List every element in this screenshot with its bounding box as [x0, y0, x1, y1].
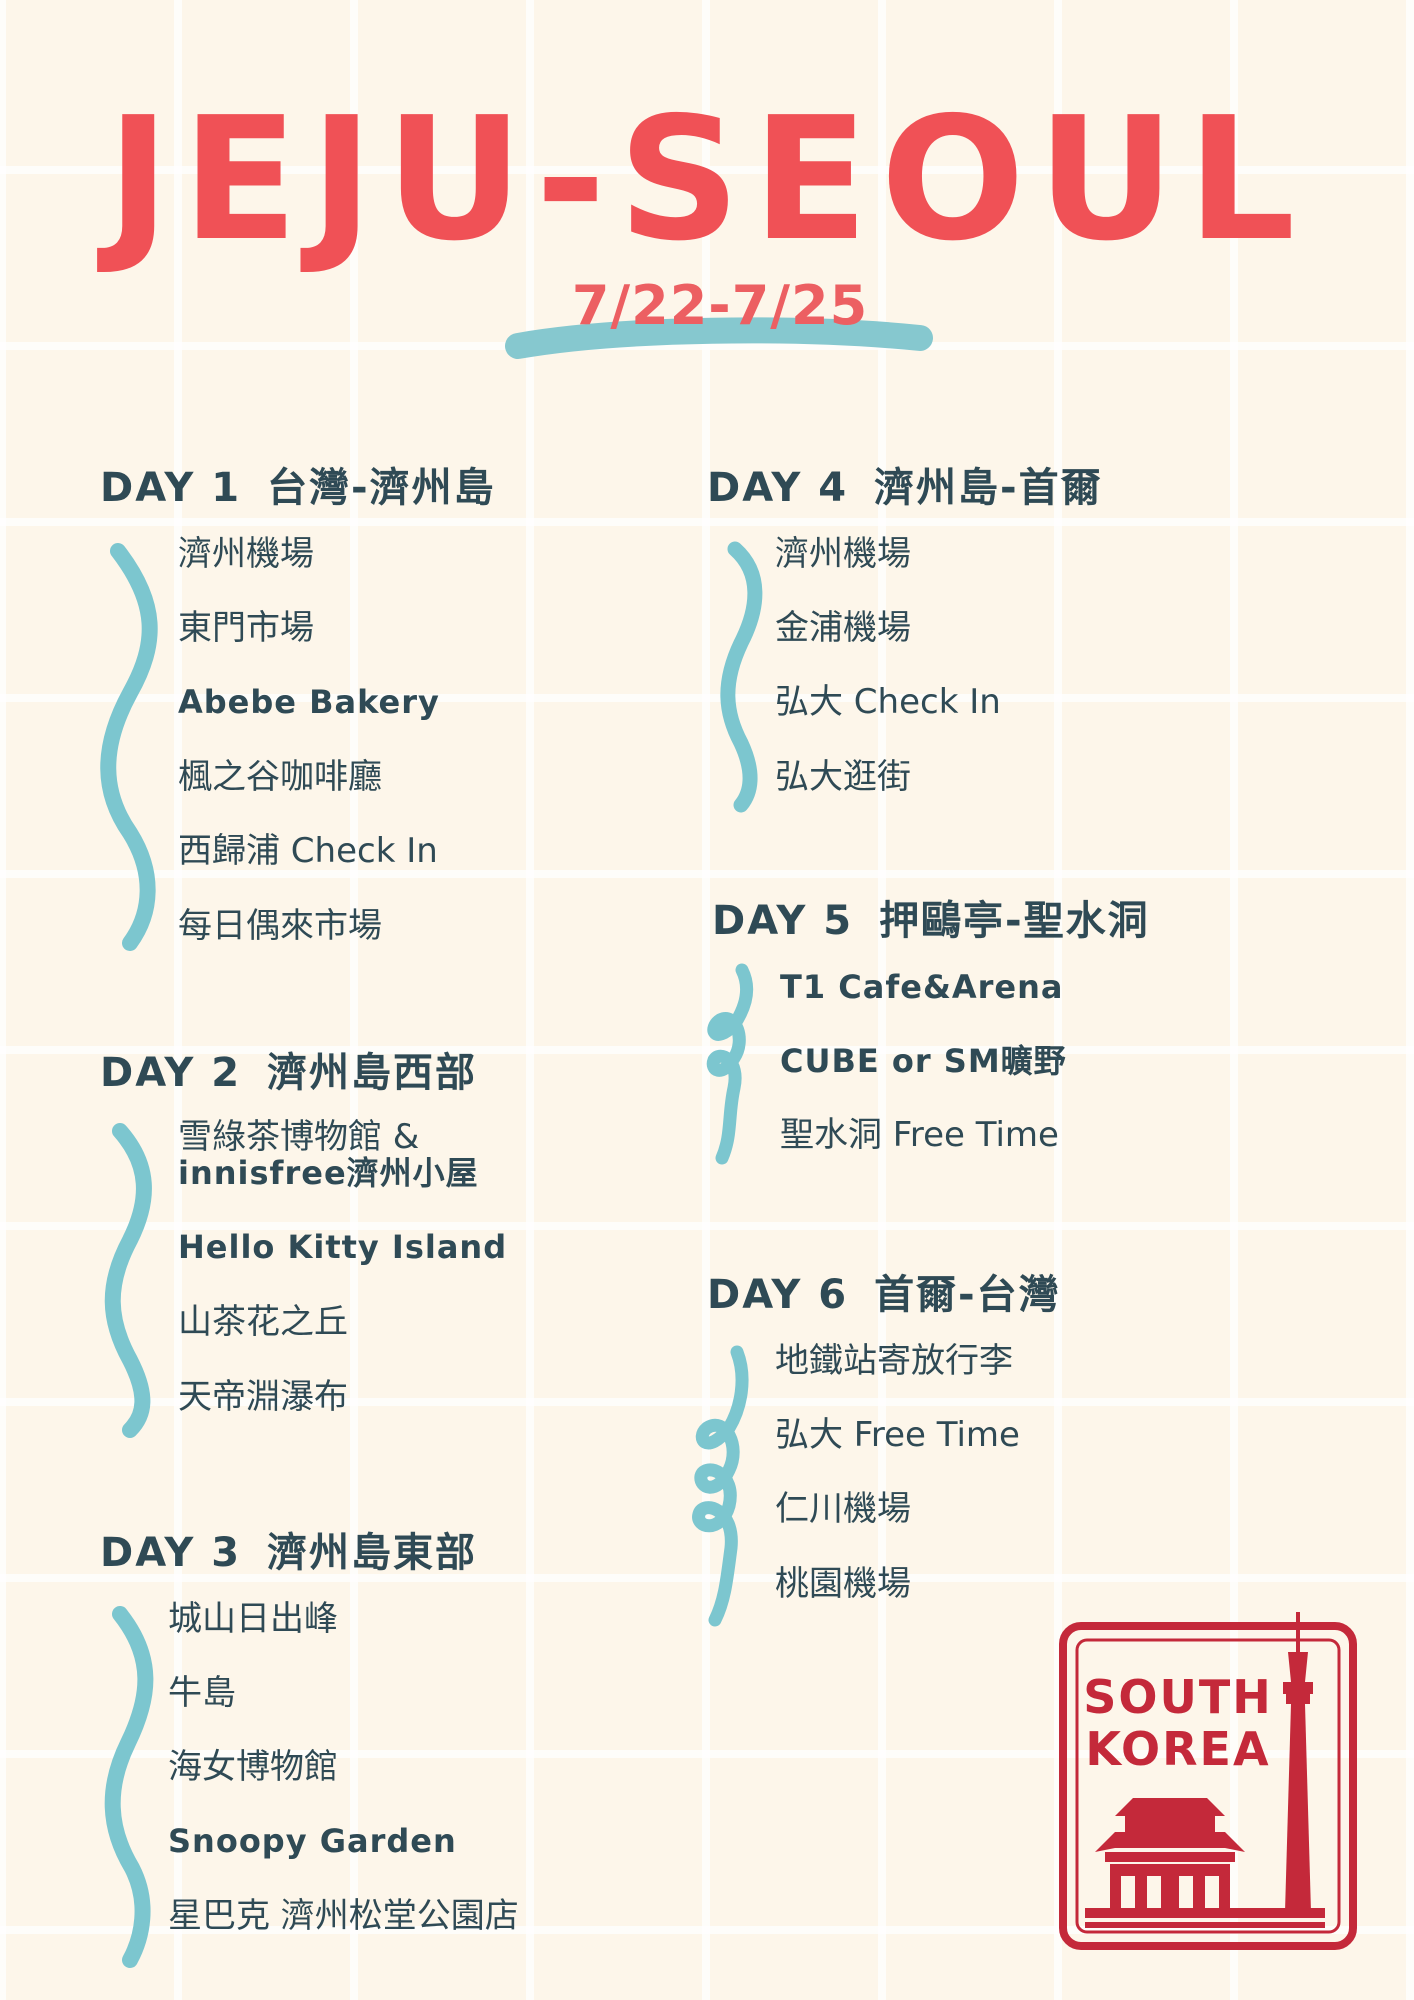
day-1-heading: DAY 1 台灣-濟州島: [100, 455, 496, 513]
day-route: 濟州島-首爾: [874, 465, 1103, 511]
day-route: 濟州島西部: [267, 1050, 478, 1096]
stamp-frame-icon: [1059, 1612, 1357, 1950]
day-label: DAY 5: [712, 898, 854, 944]
itinerary-item: 每日偶來市場: [178, 906, 382, 946]
itinerary-item: CUBE or SM曠野: [780, 1042, 1067, 1080]
day-route: 首爾-台灣: [874, 1272, 1061, 1318]
wavy-line-decoration: [104, 1123, 152, 1438]
itinerary-item: 天帝淵瀑布: [178, 1377, 348, 1417]
brush-stroke: [505, 317, 933, 359]
itinerary-item: 桃園機場: [775, 1564, 911, 1604]
wavy-line-decoration: [104, 1606, 154, 1968]
itinerary-item: 聖水洞 Free Time: [780, 1115, 1059, 1155]
itinerary-item: 牛島: [168, 1673, 236, 1713]
trip-dates: 7/22-7/25: [571, 274, 869, 337]
wavy-line-decoration: [100, 543, 158, 951]
page-title: JEJU-SEOUL: [106, 81, 1308, 279]
curly-line-decoration: [692, 1345, 749, 1627]
day-label: DAY 2: [100, 1050, 242, 1096]
itinerary-item: 城山日出峰: [168, 1599, 338, 1639]
itinerary-item: 地鐵站寄放行李: [775, 1341, 1013, 1381]
day-4-heading: DAY 4 濟州島-首爾: [707, 455, 1103, 513]
itinerary-item: 弘大逛街: [775, 757, 911, 797]
itinerary-item: 星巴克 濟州松堂公園店: [168, 1896, 519, 1936]
day-5-heading: DAY 5 押鷗亭-聖水洞: [712, 888, 1150, 946]
itinerary-item: Abebe Bakery: [178, 683, 440, 721]
itinerary-item: 雪綠茶博物館 &: [178, 1117, 420, 1157]
day-label: DAY 3: [100, 1530, 242, 1576]
itinerary-item: 海女博物館: [168, 1747, 338, 1787]
south-korea-stamp: SOUTH KOREA: [1055, 1612, 1365, 1957]
itinerary-item: 濟州機場: [775, 534, 911, 574]
itinerary-item: 弘大 Free Time: [775, 1415, 1020, 1455]
day-label: DAY 6: [707, 1272, 849, 1318]
itinerary-item: 東門市場: [178, 608, 314, 648]
day-label: DAY 1: [100, 465, 242, 511]
curly-line-decoration: [706, 963, 753, 1165]
n-seoul-tower-icon: [1277, 1612, 1319, 1918]
itinerary-item: 西歸浦 Check In: [178, 831, 438, 871]
itinerary-item: 山茶花之丘: [178, 1302, 348, 1342]
stamp-text-south: SOUTH: [1083, 1670, 1273, 1724]
day-3-heading: DAY 3 濟州島東部: [100, 1520, 477, 1578]
itinerary-item: 弘大 Check In: [775, 682, 1001, 722]
day-route: 濟州島東部: [267, 1530, 478, 1576]
wavy-line-decoration: [720, 541, 763, 813]
itinerary-item: 濟州機場: [178, 534, 314, 574]
day-6-heading: DAY 6 首爾-台灣: [707, 1262, 1061, 1320]
itinerary-item: 楓之谷咖啡廳: [178, 757, 382, 797]
itinerary-item: innisfree濟州小屋: [178, 1154, 479, 1192]
day-route: 押鷗亭-聖水洞: [879, 898, 1150, 944]
day-label: DAY 4: [707, 465, 849, 511]
itinerary-item: Snoopy Garden: [168, 1822, 457, 1860]
itinerary-item: 金浦機場: [775, 608, 911, 648]
palace-icon: [1085, 1798, 1325, 1928]
itinerary-item: 仁川機場: [775, 1489, 911, 1529]
date-banner: 7/22-7/25: [500, 268, 940, 378]
day-2-heading: DAY 2 濟州島西部: [100, 1040, 477, 1098]
stamp-text-korea: KOREA: [1085, 1722, 1271, 1776]
day-route: 台灣-濟州島: [267, 465, 496, 511]
itinerary-item: Hello Kitty Island: [178, 1228, 508, 1266]
itinerary-item: T1 Cafe&Arena: [780, 968, 1064, 1006]
